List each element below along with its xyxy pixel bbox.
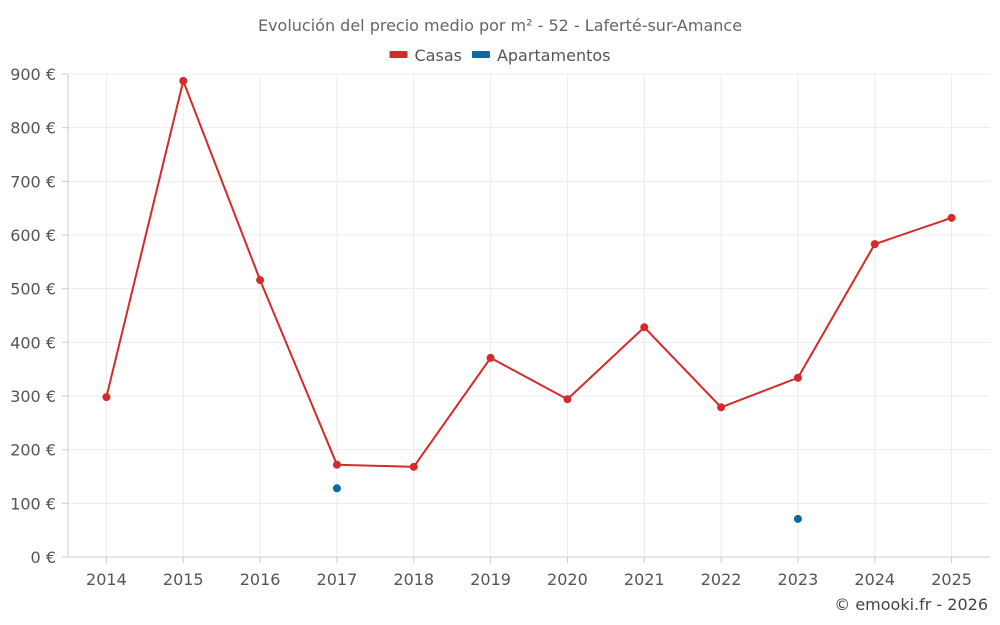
legend: Casas Apartamentos bbox=[389, 46, 611, 65]
y-tick-label: 700 € bbox=[10, 172, 56, 191]
casas-point bbox=[947, 213, 956, 222]
x-tick-label: 2020 bbox=[547, 570, 588, 589]
x-tick-label: 2023 bbox=[778, 570, 819, 589]
y-tick-label: 400 € bbox=[10, 333, 56, 352]
x-tick-label: 2024 bbox=[854, 570, 895, 589]
plot-area bbox=[102, 76, 956, 523]
legend-label-casas: Casas bbox=[415, 46, 462, 65]
casas-point bbox=[179, 76, 188, 85]
x-axis: 2014 2015 2016 2017 2018 2019 2020 2021 2022 2023… bbox=[68, 556, 990, 589]
y-tick-label: 200 € bbox=[10, 441, 56, 460]
y-tick-label: 500 € bbox=[10, 280, 56, 299]
x-tick-label: 2018 bbox=[393, 570, 434, 589]
apartamentos-point bbox=[332, 484, 341, 493]
y-axis: 0 € 100 € 200 € 300 € 400 € 500 € 600 € 700 € 80… bbox=[10, 65, 69, 567]
legend-swatch-apartamentos bbox=[471, 51, 490, 58]
casas-point bbox=[640, 323, 649, 332]
y-tick-label: 600 € bbox=[10, 226, 56, 245]
credit-text: © emooki.fr - 2026 bbox=[834, 595, 988, 614]
x-tick-label: 2025 bbox=[931, 570, 972, 589]
casas-line bbox=[105, 79, 952, 468]
x-tick-label: 2017 bbox=[317, 570, 358, 589]
casas-point bbox=[717, 403, 726, 412]
x-tick-label: 2019 bbox=[470, 570, 511, 589]
x-tick-label: 2014 bbox=[86, 570, 127, 589]
grid bbox=[68, 73, 990, 557]
casas-point bbox=[256, 276, 265, 285]
casas-point bbox=[332, 460, 341, 469]
x-tick-label: 2021 bbox=[624, 570, 665, 589]
casas-point bbox=[870, 240, 879, 249]
apartamentos-point bbox=[793, 514, 802, 523]
y-tick-label: 300 € bbox=[10, 387, 56, 406]
casas-point bbox=[563, 395, 572, 404]
legend-label-apartamentos: Apartamentos bbox=[497, 46, 611, 65]
x-tick-label: 2016 bbox=[240, 570, 281, 589]
casas-point bbox=[486, 353, 495, 362]
casas-point bbox=[793, 373, 802, 382]
legend-swatch-casas bbox=[389, 51, 408, 58]
casas-point bbox=[409, 462, 418, 471]
y-tick-label: 900 € bbox=[10, 65, 56, 84]
x-tick-label: 2022 bbox=[701, 570, 742, 589]
y-tick-label: 0 € bbox=[31, 548, 56, 567]
x-tick-label: 2015 bbox=[163, 570, 204, 589]
chart-title: Evolución del precio medio por m² - 52 -… bbox=[258, 16, 742, 35]
y-tick-label: 800 € bbox=[10, 119, 56, 138]
casas-point bbox=[102, 393, 111, 402]
y-tick-label: 100 € bbox=[10, 494, 56, 513]
